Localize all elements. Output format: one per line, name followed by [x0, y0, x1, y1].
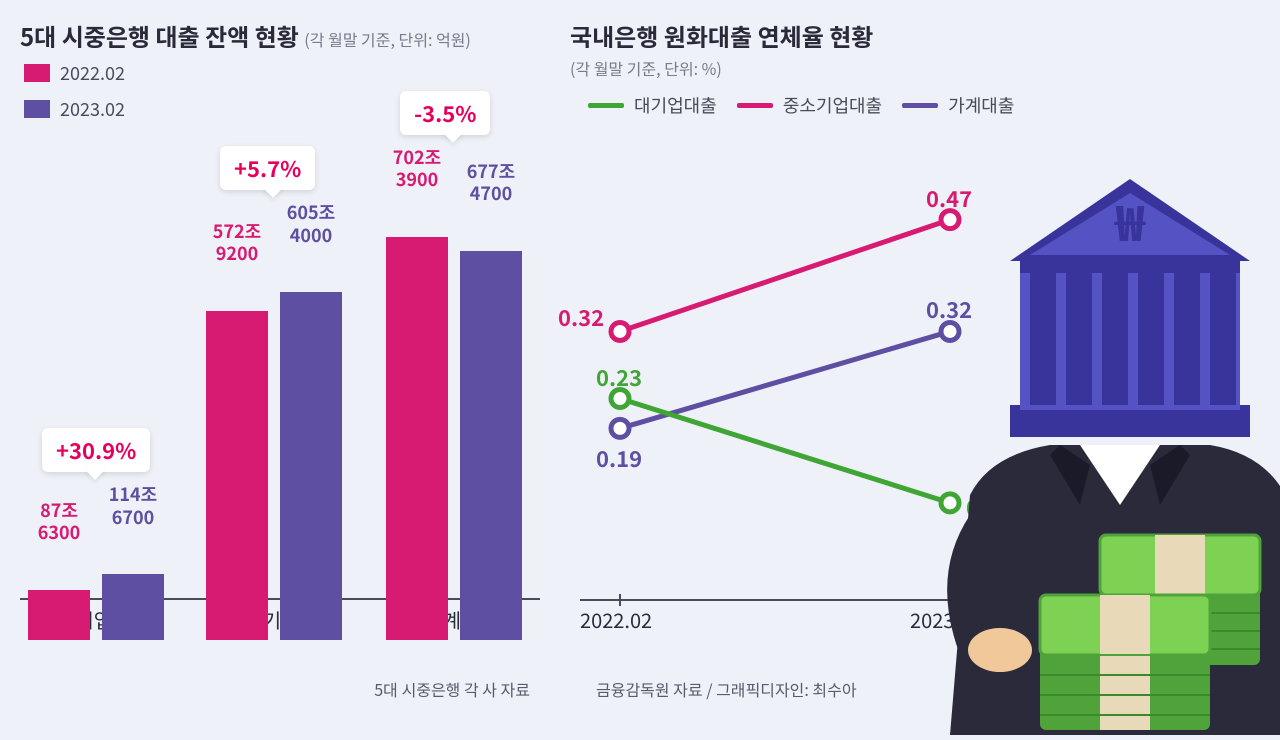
x-axis-label: 2022.02 — [580, 605, 652, 634]
legend-line — [737, 103, 773, 108]
legend-line — [588, 103, 624, 108]
bar — [28, 590, 90, 640]
legend-swatch — [24, 100, 50, 118]
legend-label: 2023.02 — [60, 96, 125, 122]
bar-value-label: 87조6300 — [24, 499, 94, 544]
right-legend: 대기업대출 중소기업대출 가계대출 — [588, 92, 1014, 118]
callout: -3.5% — [400, 91, 490, 135]
right-footnote: 금융감독원 자료 / 그래픽디자인: 최수아 — [596, 677, 857, 701]
legend-item: 대기업대출 — [588, 92, 717, 118]
bar — [280, 292, 342, 640]
legend-item: 가계대출 — [902, 92, 1014, 118]
bar-chart: 대기업대출87조6300114조6700+30.9%중소기업대출572조9200… — [20, 130, 540, 640]
legend-label: 가계대출 — [948, 92, 1014, 118]
bar-value-label: 572조9200 — [202, 220, 272, 265]
left-title-text: 5대 시중은행 대출 잔액 현황 — [20, 18, 299, 53]
point-label: 0.19 — [596, 442, 642, 474]
bar-value-label: 677조4700 — [456, 160, 526, 205]
left-panel: 5대 시중은행 대출 잔액 현황 (각 월말 기준, 단위: 억원) 2022.… — [0, 0, 560, 715]
legend-label: 2022.02 — [60, 60, 125, 86]
legend-item: 2023.02 — [24, 96, 125, 122]
legend-line — [902, 103, 938, 108]
legend-swatch — [24, 64, 50, 82]
left-footnote: 5대 시중은행 각 사 자료 — [374, 677, 530, 701]
point-label: 0.32 — [558, 301, 604, 333]
right-panel: 국내은행 원화대출 연체율 현황 (각 월말 기준, 단위: %) 대기업대출 중… — [560, 0, 1280, 715]
legend-item: 중소기업대출 — [737, 92, 882, 118]
left-subtitle: (각 월말 기준, 단위: 억원) — [304, 27, 471, 51]
bar — [460, 251, 522, 640]
right-subtitle: (각 월말 기준, 단위: %) — [570, 56, 722, 80]
svg-text:₩: ₩ — [1113, 185, 1146, 255]
bar-value-label: 702조3900 — [382, 146, 452, 191]
bar-value-label: 605조4000 — [276, 201, 346, 246]
legend-label: 대기업대출 — [634, 92, 717, 118]
bar — [102, 574, 164, 640]
right-title: 국내은행 원화대출 연체율 현황 — [570, 18, 873, 53]
left-legend: 2022.02 2023.02 — [24, 60, 125, 122]
bar — [206, 311, 268, 640]
bar-value-label: 114조6700 — [98, 483, 168, 528]
bank-illustration: ₩ — [910, 175, 1280, 735]
point-label: 0.23 — [596, 361, 642, 393]
bar — [386, 237, 448, 640]
left-title: 5대 시중은행 대출 잔액 현황 (각 월말 기준, 단위: 억원) — [20, 18, 471, 53]
legend-label: 중소기업대출 — [783, 92, 882, 118]
legend-item: 2022.02 — [24, 60, 125, 86]
